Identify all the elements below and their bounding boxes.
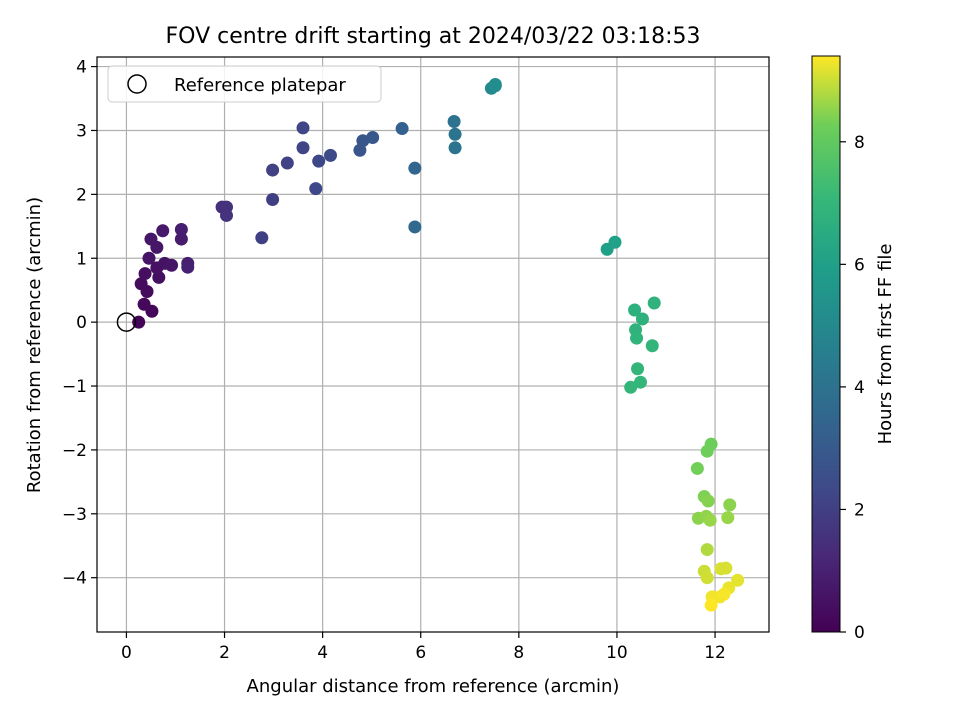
data-point xyxy=(447,115,461,129)
data-point xyxy=(704,598,718,612)
data-point xyxy=(700,444,714,458)
plot-frame xyxy=(96,56,770,633)
data-point xyxy=(608,235,622,249)
data-points xyxy=(132,77,745,612)
data-point xyxy=(174,223,188,236)
x-tick-label: 10 xyxy=(606,643,628,663)
data-point xyxy=(633,375,647,389)
x-tick-label: 4 xyxy=(317,643,328,663)
data-point xyxy=(488,79,502,93)
x-tick-label: 8 xyxy=(513,643,524,663)
data-point xyxy=(717,587,731,601)
data-point xyxy=(700,543,714,557)
data-point xyxy=(296,121,310,135)
y-tick-label: 3 xyxy=(76,121,87,141)
data-point xyxy=(628,303,642,317)
data-point xyxy=(448,141,462,155)
data-point xyxy=(142,251,156,265)
colorbar-tick-label: 0 xyxy=(854,623,865,643)
data-point xyxy=(395,122,409,136)
data-point xyxy=(134,277,148,291)
reference-point xyxy=(116,312,137,332)
y-axis-label: Rotation from reference (arcmin) xyxy=(24,197,45,493)
colorbar-tick-label: 6 xyxy=(854,255,865,275)
chart-title: FOV centre drift starting at 2024/03/22 … xyxy=(166,24,701,49)
data-point xyxy=(647,296,661,310)
x-tick-label: 12 xyxy=(704,643,726,663)
colorbar: 0 2 4 6 8 Hours from first FF file xyxy=(811,55,896,643)
data-point xyxy=(635,312,649,326)
data-point xyxy=(255,231,269,245)
x-tick-label: 2 xyxy=(219,643,230,663)
y-tick-label: −2 xyxy=(62,441,87,461)
colorbar-tick-label: 4 xyxy=(854,378,865,398)
data-point xyxy=(700,571,714,585)
data-point xyxy=(408,161,422,175)
data-point xyxy=(312,154,326,168)
data-point xyxy=(731,573,745,587)
colorbar-gradient xyxy=(811,55,841,633)
x-axis-label: Angular distance from reference (arcmin) xyxy=(247,676,620,697)
data-point xyxy=(137,297,151,311)
data-point xyxy=(448,127,462,141)
data-point xyxy=(701,494,715,508)
legend: Reference platepar xyxy=(107,65,382,103)
colorbar-ticks: 0 2 4 6 8 xyxy=(840,133,865,643)
data-point xyxy=(138,267,152,281)
y-tick-label: −3 xyxy=(62,505,87,525)
data-point xyxy=(630,331,644,345)
y-axis-ticks: −4 −3 −2 −1 0 1 2 3 4 xyxy=(62,58,97,589)
x-tick-label: 0 xyxy=(121,643,132,663)
data-point xyxy=(181,260,195,274)
y-tick-label: 0 xyxy=(76,313,87,333)
data-point xyxy=(174,232,188,246)
legend-marker xyxy=(127,74,147,94)
x-axis-ticks: 0 2 4 6 8 10 12 xyxy=(121,632,726,663)
data-point xyxy=(280,156,294,170)
data-point xyxy=(309,182,323,196)
colorbar-tick-label: 8 xyxy=(854,133,865,153)
grid-lines xyxy=(97,57,769,632)
data-point xyxy=(296,141,310,155)
y-tick-label: −1 xyxy=(62,377,87,397)
y-tick-label: 2 xyxy=(76,185,87,205)
data-point xyxy=(156,224,170,238)
x-tick-label: 6 xyxy=(415,643,426,663)
legend-label: Reference platepar xyxy=(174,75,346,96)
data-point xyxy=(721,511,735,525)
colorbar-label: Hours from first FF file xyxy=(875,244,896,445)
colorbar-tick-label: 2 xyxy=(854,500,865,520)
data-point xyxy=(266,163,280,177)
data-point xyxy=(719,561,733,575)
data-point xyxy=(690,461,704,475)
y-tick-label: 4 xyxy=(76,58,87,78)
data-point xyxy=(631,362,645,376)
data-point xyxy=(323,148,337,162)
data-point xyxy=(165,258,179,272)
y-tick-label: 1 xyxy=(76,249,87,269)
data-point xyxy=(144,232,158,246)
y-tick-label: −4 xyxy=(62,569,87,589)
data-point xyxy=(703,513,717,527)
data-point xyxy=(266,192,280,206)
data-point xyxy=(356,134,370,148)
data-point xyxy=(645,339,659,353)
data-point xyxy=(624,380,638,394)
data-point xyxy=(219,208,233,222)
data-point xyxy=(408,220,422,234)
data-point xyxy=(723,498,737,512)
data-point xyxy=(366,131,380,144)
